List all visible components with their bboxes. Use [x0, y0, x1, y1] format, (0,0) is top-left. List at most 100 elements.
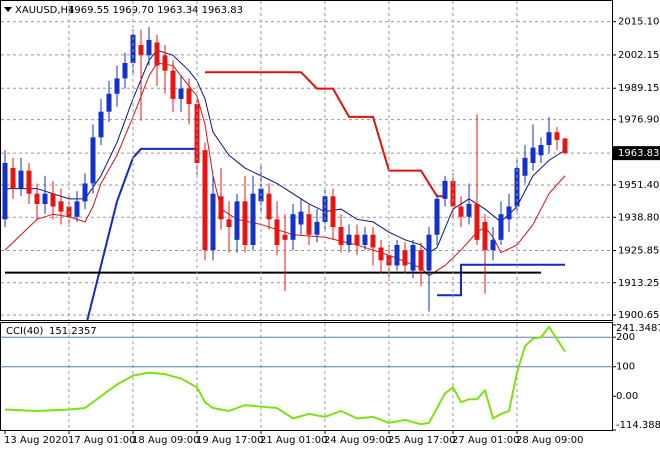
candle-body [282, 234, 288, 240]
candle-body [522, 157, 528, 176]
candle-body [306, 214, 312, 235]
y-tick-label: 100 [616, 362, 635, 373]
indicator-line [205, 71, 445, 198]
candle-body [178, 88, 184, 99]
cci-label: CCI(40) [6, 326, 44, 337]
candle-body [226, 219, 232, 228]
candle-body [162, 55, 168, 71]
candle-body [26, 170, 32, 194]
candle-body [426, 234, 432, 271]
candle-body [290, 214, 296, 240]
x-tick-label: 13 Aug 2020 [4, 435, 68, 446]
candle-body [146, 39, 152, 56]
chart-title: XAUUSD,H4 [15, 5, 74, 16]
x-tick-label: 19 Aug 17:00 [196, 435, 263, 446]
candle-body [50, 193, 56, 207]
candle-body [186, 88, 192, 105]
candle-body [314, 221, 320, 235]
x-tick-label: 25 Aug 17:00 [388, 435, 455, 446]
cci-panel [1, 325, 612, 426]
candle-body [266, 193, 272, 220]
x-tick-label: 18 Aug 09:00 [132, 435, 199, 446]
candle-body [130, 34, 136, 63]
y-tick-label: 1989.15 [618, 83, 659, 94]
x-tick-label: 24 Aug 09:00 [324, 435, 391, 446]
main-frame [0, 0, 613, 321]
y-tick-label: 241.3487 [616, 323, 660, 334]
candle-body [250, 193, 256, 245]
x-tick-label: 21 Aug 01:00 [260, 435, 327, 446]
candle-body [10, 168, 16, 189]
candle-body [378, 247, 384, 261]
y-tick-label: 1900.65 [618, 310, 659, 321]
candle-body [394, 244, 400, 266]
y-tick-label: 2002.15 [618, 50, 659, 61]
cci-line [4, 325, 566, 426]
cci-frame [0, 322, 613, 431]
candle-body [506, 206, 512, 220]
candle-body [210, 193, 216, 251]
cci-current: 151.2357 [49, 326, 97, 337]
indicator-line [437, 263, 565, 297]
candle-body [122, 62, 128, 79]
candle-body [442, 180, 448, 199]
candle-body [234, 201, 240, 240]
candle-body [546, 132, 552, 146]
candle-body [466, 203, 472, 217]
candle-body [562, 138, 568, 154]
quote: 1969.55 1969.70 1963.34 1963.83 [68, 5, 243, 16]
candle-body [154, 42, 160, 66]
candle-body [410, 244, 416, 271]
candle-body [2, 162, 8, 220]
candle-body [274, 219, 280, 245]
candle-body [34, 193, 40, 204]
candle-body [490, 239, 496, 251]
x-tick-label: 28 Aug 09:00 [516, 435, 583, 446]
candle-body [346, 234, 352, 245]
candle-body [138, 45, 144, 56]
candle-body [74, 201, 80, 217]
candle-body [82, 183, 88, 202]
candle-body [434, 198, 440, 235]
x-tick-label: 17 Aug 01:00 [68, 435, 135, 446]
candle-body [338, 227, 344, 245]
candle-body [370, 234, 376, 248]
candle-body [330, 196, 336, 228]
last-price-box [612, 146, 660, 161]
candle-body [90, 137, 96, 184]
candle-body [58, 201, 64, 212]
candle-body [98, 111, 104, 138]
candle-body [554, 132, 560, 140]
y-tick-label: 2015.10 [618, 17, 659, 28]
candle-body [18, 170, 24, 189]
last-price-label: 1963.83 [618, 148, 659, 159]
indicator-line [86, 147, 197, 320]
candle-body [538, 145, 544, 156]
candle-body [298, 211, 304, 225]
candle-body [218, 196, 224, 220]
menu-triangle [4, 7, 12, 12]
candle-body [202, 150, 208, 251]
candle-body [458, 206, 464, 217]
candle-body [170, 70, 176, 99]
candle-body [354, 234, 360, 245]
y-tick-label: 1925.85 [618, 245, 659, 256]
candle-body [418, 250, 424, 271]
y-tick-label: 200 [616, 332, 635, 343]
candle-body [498, 214, 504, 240]
x-tick-label: 27 Aug 01:00 [452, 435, 519, 446]
y-tick-label: 1951.40 [618, 180, 659, 191]
candle-body [322, 196, 328, 222]
candle-body [482, 221, 488, 251]
y-tick-label: 0.00 [616, 391, 638, 402]
y-tick-label: 1976.90 [618, 115, 659, 126]
y-tick-label: 1938.80 [618, 212, 659, 223]
candle-body [106, 93, 112, 112]
candle-body [402, 250, 408, 266]
y-tick-label: -114.3889 [616, 420, 660, 431]
candle-body [114, 78, 120, 94]
candle-body [362, 234, 368, 245]
candle-body [530, 147, 536, 163]
candle-body [474, 203, 480, 240]
